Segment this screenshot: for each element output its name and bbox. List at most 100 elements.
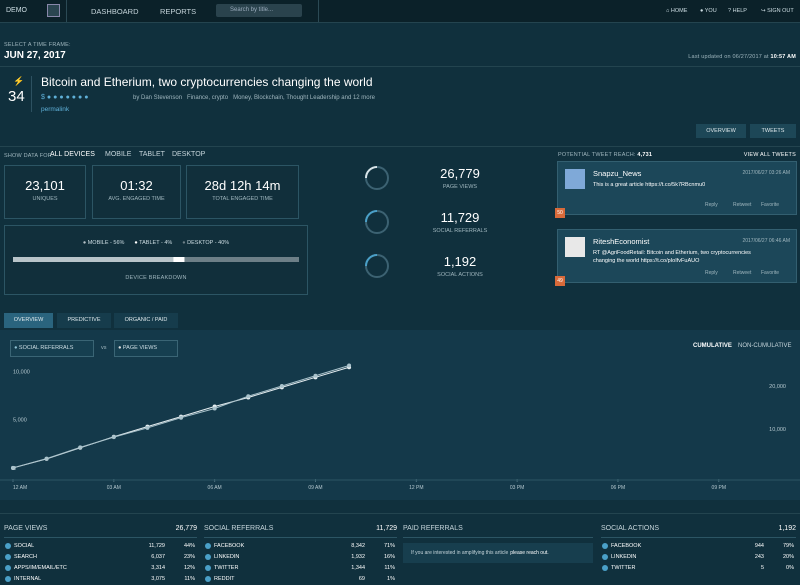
device-filter-label: SHOW DATA FOR:	[4, 153, 54, 159]
tweet-user[interactable]: RiteshEconomist	[593, 237, 650, 246]
top-link[interactable]: ? HELP	[728, 8, 747, 14]
tweet-action[interactable]: Retweet	[733, 270, 752, 276]
avatar	[565, 237, 585, 257]
row-icon	[205, 543, 211, 549]
device-legend-text: MOBILE - 56%	[87, 240, 125, 246]
series-point	[111, 435, 116, 440]
tweet-action[interactable]: Retweet	[733, 202, 752, 208]
row-value: 1,344	[351, 565, 365, 571]
divider	[0, 146, 800, 147]
device-segment	[13, 257, 174, 262]
note-link[interactable]: please reach out.	[510, 550, 549, 556]
row-pct: 1%	[387, 576, 395, 582]
tweet-action[interactable]: Favorite	[761, 270, 780, 276]
avatar	[565, 169, 585, 189]
device-segment	[173, 257, 185, 262]
permalink[interactable]: permalink	[41, 106, 70, 113]
row-value: 11,729	[148, 543, 165, 549]
x-tick-label: 09 PM	[712, 485, 726, 491]
tweet-action[interactable]: Reply	[705, 202, 718, 208]
row-pct: 16%	[383, 554, 395, 560]
article-title[interactable]: Bitcoin and Etherium, two cryptocurrenci…	[41, 75, 373, 89]
tab[interactable]: OVERVIEW	[4, 313, 53, 328]
sections: Finance, crypto	[187, 95, 229, 101]
row-pct: 20%	[782, 554, 794, 560]
total-label: PAGE VIEWS	[442, 184, 478, 190]
top-link[interactable]: ⌂ HOME	[666, 8, 688, 14]
paid-note: If you are interested in amplifying this…	[403, 543, 593, 563]
row-value: 1,932	[351, 554, 365, 560]
tab[interactable]: PREDICTIVE	[57, 313, 111, 328]
tweet-time: 2017/06/27 03:26 AM	[742, 170, 790, 176]
device-legend-text: DESKTOP - 40%	[187, 240, 230, 246]
row-value: 3,075	[151, 576, 165, 582]
row-icon	[5, 576, 11, 582]
note-text: If you are interested in amplifying this…	[411, 550, 509, 556]
tweet-user[interactable]: Snapzu_News	[593, 169, 642, 178]
device-option[interactable]: DESKTOP	[172, 151, 206, 158]
x-tick-label: 12 PM	[409, 485, 423, 491]
row-name: TWITTER	[214, 565, 239, 571]
total-value: 1,192	[443, 254, 477, 269]
timeframe-date[interactable]: JUN 27, 2017	[4, 50, 66, 61]
total-value: 11,729	[440, 210, 480, 225]
series-point	[78, 445, 83, 450]
table-rule	[601, 537, 796, 538]
tweet-action[interactable]: Reply	[705, 270, 718, 276]
x-tick-label: 03 PM	[510, 485, 524, 491]
tab[interactable]: ORGANIC / PAID	[114, 313, 178, 328]
tweet-action[interactable]: Favorite	[761, 202, 780, 208]
mode-toggle[interactable]: CUMULATIVE	[693, 343, 732, 349]
top-bar: DEMO DASHBOARD REPORTS Search by title..…	[0, 0, 800, 23]
device-breakdown: ● MOBILE - 56% ● TABLET - 4% ● DESKTOP - 4…	[4, 225, 308, 295]
timeframe-label: SELECT A TIME FRAME:	[4, 42, 71, 48]
view-all-tweets[interactable]: VIEW ALL TWEETS	[743, 152, 796, 158]
stat-box: 01:32 AVG. ENGAGED TIME	[92, 165, 181, 219]
row-name: LINKEDIN	[611, 554, 637, 560]
top-link-text: HOME	[670, 8, 688, 14]
top-link[interactable]: ↪ SIGN OUT	[761, 8, 794, 14]
search-box[interactable]: Search by title...	[216, 4, 302, 17]
divider	[318, 0, 319, 22]
table-title: PAGE VIEWS	[4, 525, 48, 532]
stat-label: TOTAL ENGAGED TIME	[212, 196, 273, 202]
device-option[interactable]: TABLET	[139, 151, 165, 158]
search-placeholder: Search by title...	[230, 7, 274, 13]
nav-link[interactable]: DASHBOARD	[91, 7, 139, 16]
ring-arc	[365, 166, 378, 179]
device-bar	[13, 257, 299, 262]
stat-label: AVG. ENGAGED TIME	[108, 196, 165, 202]
top-link[interactable]: ● YOU	[700, 8, 717, 14]
nav-link[interactable]: REPORTS	[160, 7, 197, 16]
row-value: 69	[358, 576, 365, 582]
breakdown-title: DEVICE BREAKDOWN	[125, 275, 187, 281]
row-pct: 0%	[786, 565, 794, 571]
series-point	[44, 456, 49, 461]
device-legend-item: ● MOBILE - 56%	[82, 240, 125, 246]
row-pct: 44%	[183, 543, 195, 549]
row-value: 3,314	[151, 565, 165, 571]
legend-item[interactable]: ● SOCIAL REFERRALS	[10, 340, 94, 357]
mode-toggle[interactable]: NON-CUMULATIVE	[738, 343, 792, 349]
row-pct: 71%	[383, 543, 395, 549]
row-icon	[5, 554, 11, 560]
row-pct: 11%	[384, 565, 395, 571]
x-tick-label: 03 AM	[107, 485, 121, 491]
brand[interactable]: DEMO	[6, 7, 27, 14]
view-button[interactable]: OVERVIEW	[696, 124, 746, 138]
compare-text: vs	[101, 345, 107, 351]
device-option[interactable]: MOBILE	[105, 151, 132, 158]
legend-item[interactable]: ● PAGE VIEWS	[114, 340, 178, 357]
last-updated: Last updated on 06/27/2017 at 10:57 AM	[688, 54, 796, 60]
view-button[interactable]: TWEETS	[750, 124, 796, 138]
row-name: REDDIT	[214, 576, 235, 582]
device-legend-text: TABLET - 4%	[139, 240, 173, 246]
divider	[66, 0, 67, 22]
settings-icon[interactable]	[47, 4, 60, 17]
device-legend-item: ● TABLET - 4%	[134, 240, 173, 246]
device-option[interactable]: ALL DEVICES	[50, 151, 95, 158]
rings	[365, 166, 389, 278]
series-point	[246, 394, 251, 399]
series-point	[347, 363, 352, 368]
